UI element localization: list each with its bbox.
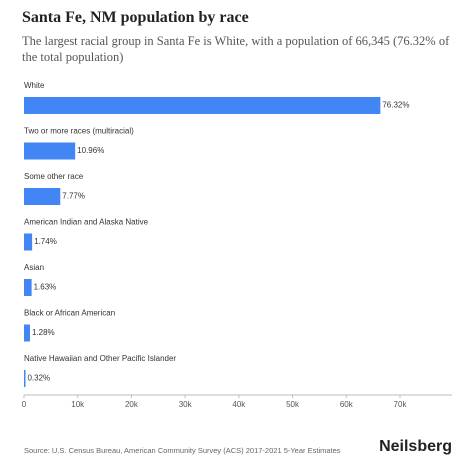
category-label: Asian xyxy=(24,263,44,272)
category-label: Some other race xyxy=(24,172,84,181)
bar xyxy=(24,279,32,296)
value-label: 1.74% xyxy=(34,237,57,246)
value-label: 10.96% xyxy=(77,146,104,155)
x-tick-label: 40k xyxy=(232,400,246,409)
brand: Neilsberg xyxy=(379,438,452,455)
x-tick-label: 10k xyxy=(71,400,85,409)
bar xyxy=(24,233,33,251)
chart-subtitle: The largest racial group in Santa Fe is … xyxy=(22,34,450,64)
category-label: White xyxy=(24,81,45,90)
value-label: 1.63% xyxy=(34,283,57,292)
x-tick-label: 20k xyxy=(125,400,139,409)
x-tick-label: 30k xyxy=(179,400,193,409)
value-label: 76.32% xyxy=(382,101,409,110)
value-label: 1.28% xyxy=(32,328,55,337)
category-label: Two or more races (multiracial) xyxy=(24,127,134,136)
category-label: American Indian and Alaska Native xyxy=(24,218,149,227)
bar xyxy=(24,97,381,114)
x-tick-label: 0 xyxy=(22,400,27,409)
bar xyxy=(24,370,26,387)
source: Source: U.S. Census Bureau, American Com… xyxy=(24,446,341,455)
bar xyxy=(24,324,30,342)
x-tick-label: 50k xyxy=(286,400,300,409)
x-tick-label: 70k xyxy=(394,400,408,409)
x-tick-label: 60k xyxy=(340,400,354,409)
bar xyxy=(24,188,61,205)
value-label: 7.77% xyxy=(62,192,85,201)
value-label: 0.32% xyxy=(27,374,50,383)
bar xyxy=(24,142,76,160)
category-label: Native Hawaiian and Other Pacific Island… xyxy=(24,354,176,363)
category-label: Black or African American xyxy=(24,309,115,318)
chart-title: Santa Fe, NM population by race xyxy=(22,9,249,26)
